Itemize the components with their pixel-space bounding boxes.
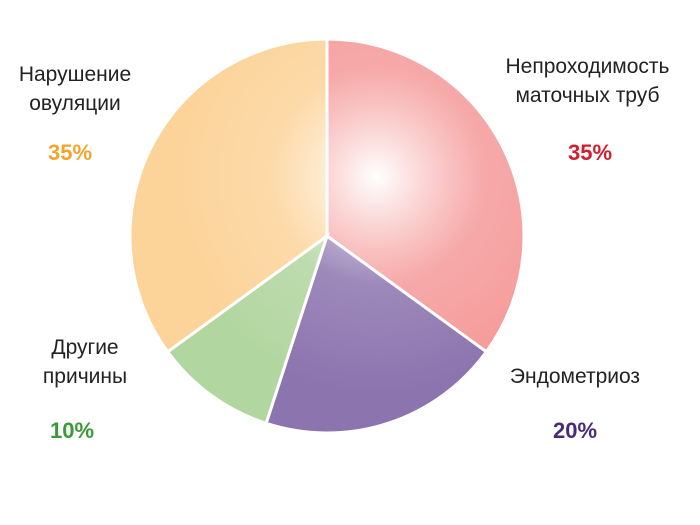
pie-slice: [264, 233, 489, 435]
pie-slice: [325, 37, 526, 354]
value-label: 20%: [552, 418, 598, 443]
pie-slice: [128, 37, 329, 354]
pie-slice: [165, 232, 330, 426]
slice-label: Другие причины: [42, 336, 128, 388]
value-label: 10%: [49, 418, 95, 443]
slice-label: Непроходимость маточных труб: [505, 55, 670, 107]
slice-label: Нарушение овуляции: [18, 63, 132, 115]
slice-label: Эндометриоз: [509, 365, 641, 388]
value-label: 35%: [47, 140, 93, 165]
value-label: 35%: [567, 140, 613, 165]
